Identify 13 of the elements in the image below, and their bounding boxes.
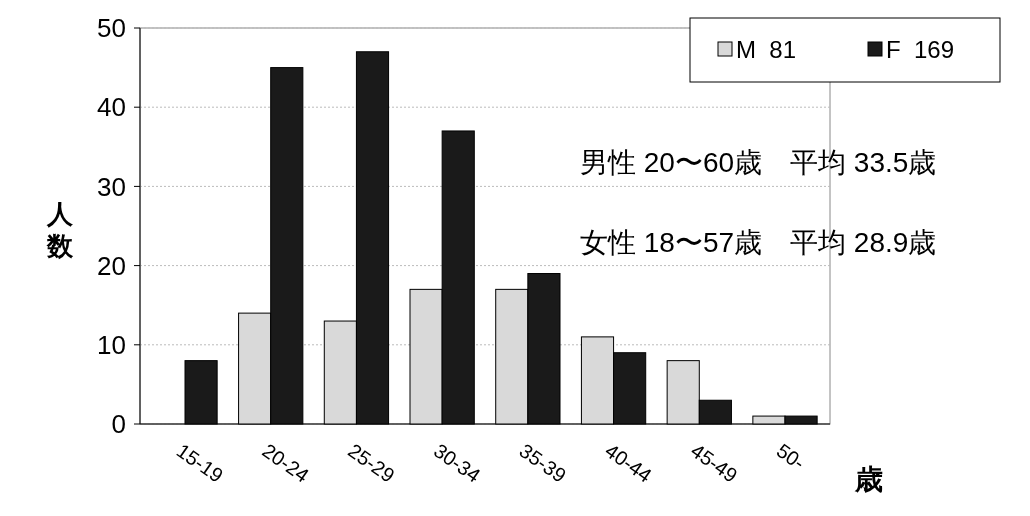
annotation: 男性 20〜60歳 平均 33.5歳 (580, 147, 937, 178)
x-tick-label: 50- (772, 439, 809, 474)
legend-label: M 81 (736, 36, 797, 63)
y-tick-label: 30 (97, 171, 126, 202)
y-tick-label: 0 (111, 409, 126, 440)
y-tick-label: 50 (97, 13, 126, 44)
legend-label: F 169 (886, 36, 955, 63)
y-axis-title: 人数 (46, 199, 74, 261)
y-tick-label: 20 (97, 250, 126, 281)
y-tick-label: 10 (97, 329, 126, 360)
x-axis-title: 歳 (854, 464, 883, 495)
y-tick-label: 40 (97, 92, 126, 123)
annotation: 女性 18〜57歳 平均 28.9歳 (580, 227, 937, 258)
